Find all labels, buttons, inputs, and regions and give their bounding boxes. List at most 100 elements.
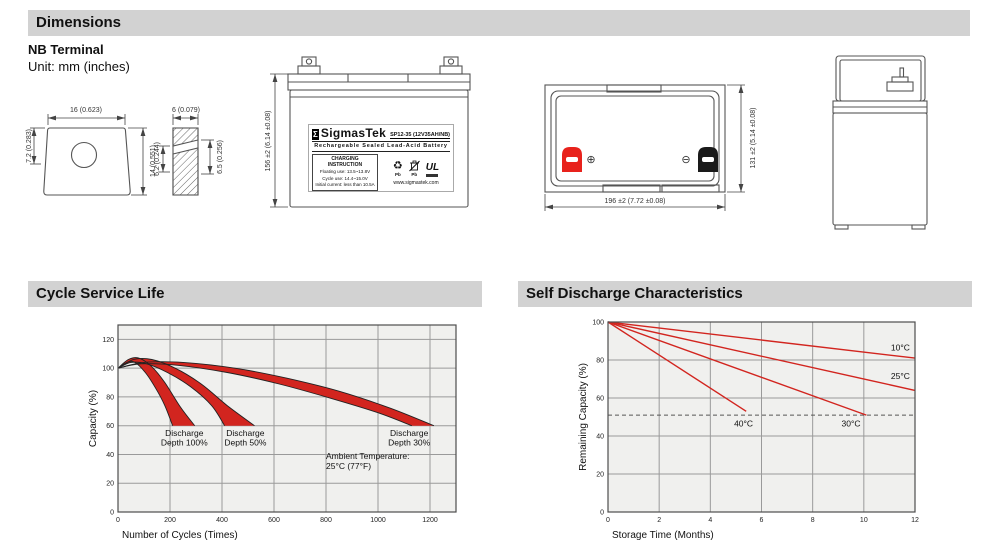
series-label-25-c: 25°C	[891, 371, 910, 381]
terminal-post-hole-left	[305, 58, 313, 65]
dim-section-width: 6 (0.079)	[172, 107, 200, 114]
pb-trash-icon: Pb	[408, 160, 420, 177]
x-tick-label: 0	[606, 517, 610, 524]
model-number: SP12-35 (12V35AH/NB)	[390, 132, 450, 139]
negative-terminal-slot	[702, 157, 714, 162]
charging-line: Floating use: 13.5~13.8V	[319, 169, 371, 174]
series-label-40-c: 40°C	[734, 419, 753, 429]
terminal-type-title: NB Terminal	[28, 42, 104, 57]
y-tick-label: 80	[106, 394, 114, 401]
side-terminal-base	[886, 81, 914, 92]
dimension-lines	[30, 114, 214, 196]
battery-body	[289, 89, 469, 208]
unit-note: Unit: mm (inches)	[28, 59, 130, 74]
side-body	[832, 112, 928, 226]
charging-line: Initial current: less than 10.5A	[315, 182, 375, 188]
side-terminal-step	[891, 76, 909, 83]
band-label-discharge-depth-30: Discharge	[390, 428, 429, 438]
plot-border	[117, 324, 457, 513]
series-line-25-c	[607, 321, 916, 392]
series-label-30-c: 30°C	[842, 419, 861, 429]
x-tick-label: 1000	[370, 517, 386, 524]
x-tick-label: 0	[116, 517, 120, 524]
battery-side-view	[832, 55, 928, 230]
dim-top-height: 131 ±2 (5.14 ±0.08)	[750, 107, 757, 168]
y-tick-label: 20	[106, 481, 114, 488]
dim-front-height: 156 ±2 (6.14 ±0.08)	[265, 110, 272, 171]
bottom-tab-right	[661, 184, 720, 193]
side-terminal-nub	[899, 67, 905, 78]
series-line-10-c	[607, 321, 916, 359]
y-tick-label: 100	[102, 366, 114, 373]
label-subtitle: Rechargeable Sealed Lead-Acid Battery	[314, 143, 448, 149]
charging-instruction-box: CHARGING INSTRUCTION Floating use: 13.5~…	[312, 154, 378, 191]
x-tick-label: 2	[657, 517, 661, 524]
terminal-hole	[70, 141, 98, 169]
self-discharge-characteristics-svg: 10°C 25°C 40°C 30°C 0 20 40 60 80 100 0 2 4 6 8 10 12 Rem…	[578, 320, 919, 542]
terminal-detail-drawing: 16 (0.623) 7.2 (0.283) 14 (0.551) 6 (0.0…	[26, 107, 224, 196]
handle-outer	[835, 55, 926, 102]
plot-border	[607, 321, 916, 513]
band-label-discharge-depth-50: Discharge	[226, 428, 265, 438]
pb-recycle-icon: ♻ Pb	[392, 159, 403, 177]
band-outline-upper-discharge-depth-50	[117, 358, 255, 427]
label-lower-row: CHARGING INSTRUCTION Floating use: 13.5~…	[312, 154, 450, 191]
top-tab	[606, 84, 662, 93]
top-view-inner2	[555, 95, 715, 182]
y-tick-label: 60	[106, 423, 114, 430]
band-discharge-depth-50	[118, 358, 255, 426]
y-axis-label: Remaining Capacity (%)	[578, 363, 589, 471]
band-label-discharge-depth-100: Discharge	[165, 428, 204, 438]
battery-label: Σ SigmasTek SP12-35 (12V35AH/NB) Recharg…	[308, 124, 454, 192]
brand-logo-icon: Σ	[312, 129, 319, 140]
ul-icon: UL	[426, 162, 439, 177]
terminal-post-top-right	[443, 56, 459, 67]
terminal-post-base-left	[297, 65, 321, 75]
terminal-post-base-right	[439, 65, 463, 75]
band-outline-lower-discharge-depth-50	[117, 361, 225, 426]
series-line-30-c	[607, 321, 867, 416]
website-text: www.sigmastek.com	[393, 179, 439, 186]
side-foot-left	[834, 224, 849, 230]
terminal-post-top-left	[301, 56, 317, 67]
section-header-self-discharge: Self Discharge Characteristics	[518, 281, 972, 307]
dim-top-width: 196 ±2 (7.72 ±0.08)	[604, 198, 665, 205]
y-tick-label: 60	[596, 396, 604, 403]
x-axis-label: Number of Cycles (Times)	[122, 530, 238, 541]
label-divider	[312, 141, 450, 142]
x-tick-label: 12	[911, 517, 919, 524]
x-tick-label: 600	[268, 517, 280, 524]
x-tick-label: 6	[760, 517, 764, 524]
battery-top-view: ⊕ ⊖ 196 ±2 (7.72 ±0.08) 131 ±2 (5.14 ±0.…	[544, 84, 757, 211]
y-axis-label: Capacity (%)	[88, 390, 99, 447]
x-axis-label: Storage Time (Months)	[612, 530, 714, 541]
band-outline-upper-discharge-depth-30	[117, 361, 435, 427]
positive-polarity-symbol: ⊕	[586, 154, 595, 166]
dim-terminal-width: 16 (0.623)	[70, 107, 102, 114]
y-tick-label: 100	[592, 320, 604, 327]
band-discharge-depth-30	[118, 361, 434, 426]
bottom-tab-left	[602, 184, 661, 193]
x-tick-label: 1200	[422, 517, 438, 524]
band-label-discharge-depth-30: Depth 30%	[388, 437, 430, 447]
label-divider	[312, 151, 450, 152]
battery-front-view: 156 ±2 (6.14 ±0.08)	[265, 56, 471, 208]
y-tick-label: 80	[596, 358, 604, 365]
y-tick-label: 0	[110, 510, 114, 517]
x-tick-label: 200	[164, 517, 176, 524]
negative-polarity-symbol: ⊖	[681, 154, 690, 166]
x-tick-label: 8	[811, 517, 815, 524]
x-tick-label: 10	[860, 517, 868, 524]
top-view-outer	[544, 84, 726, 193]
y-tick-label: 0	[600, 510, 604, 517]
label-brand-row: Σ SigmasTek SP12-35 (12V35AH/NB)	[312, 126, 450, 140]
self-discharge-chart: 10°C 25°C 40°C 30°C 0 20 40 60 80 100 0 2 4 6 8 10 12 Rem…	[575, 312, 955, 551]
handle-inner	[839, 59, 922, 102]
x-tick-label: 800	[320, 517, 332, 524]
band-label-discharge-depth-100: Depth 100%	[161, 437, 208, 447]
charging-title: CHARGING INSTRUCTION	[327, 156, 363, 168]
y-tick-label: 120	[102, 337, 114, 344]
chart-annotation: 25°C (77°F)	[326, 461, 371, 471]
